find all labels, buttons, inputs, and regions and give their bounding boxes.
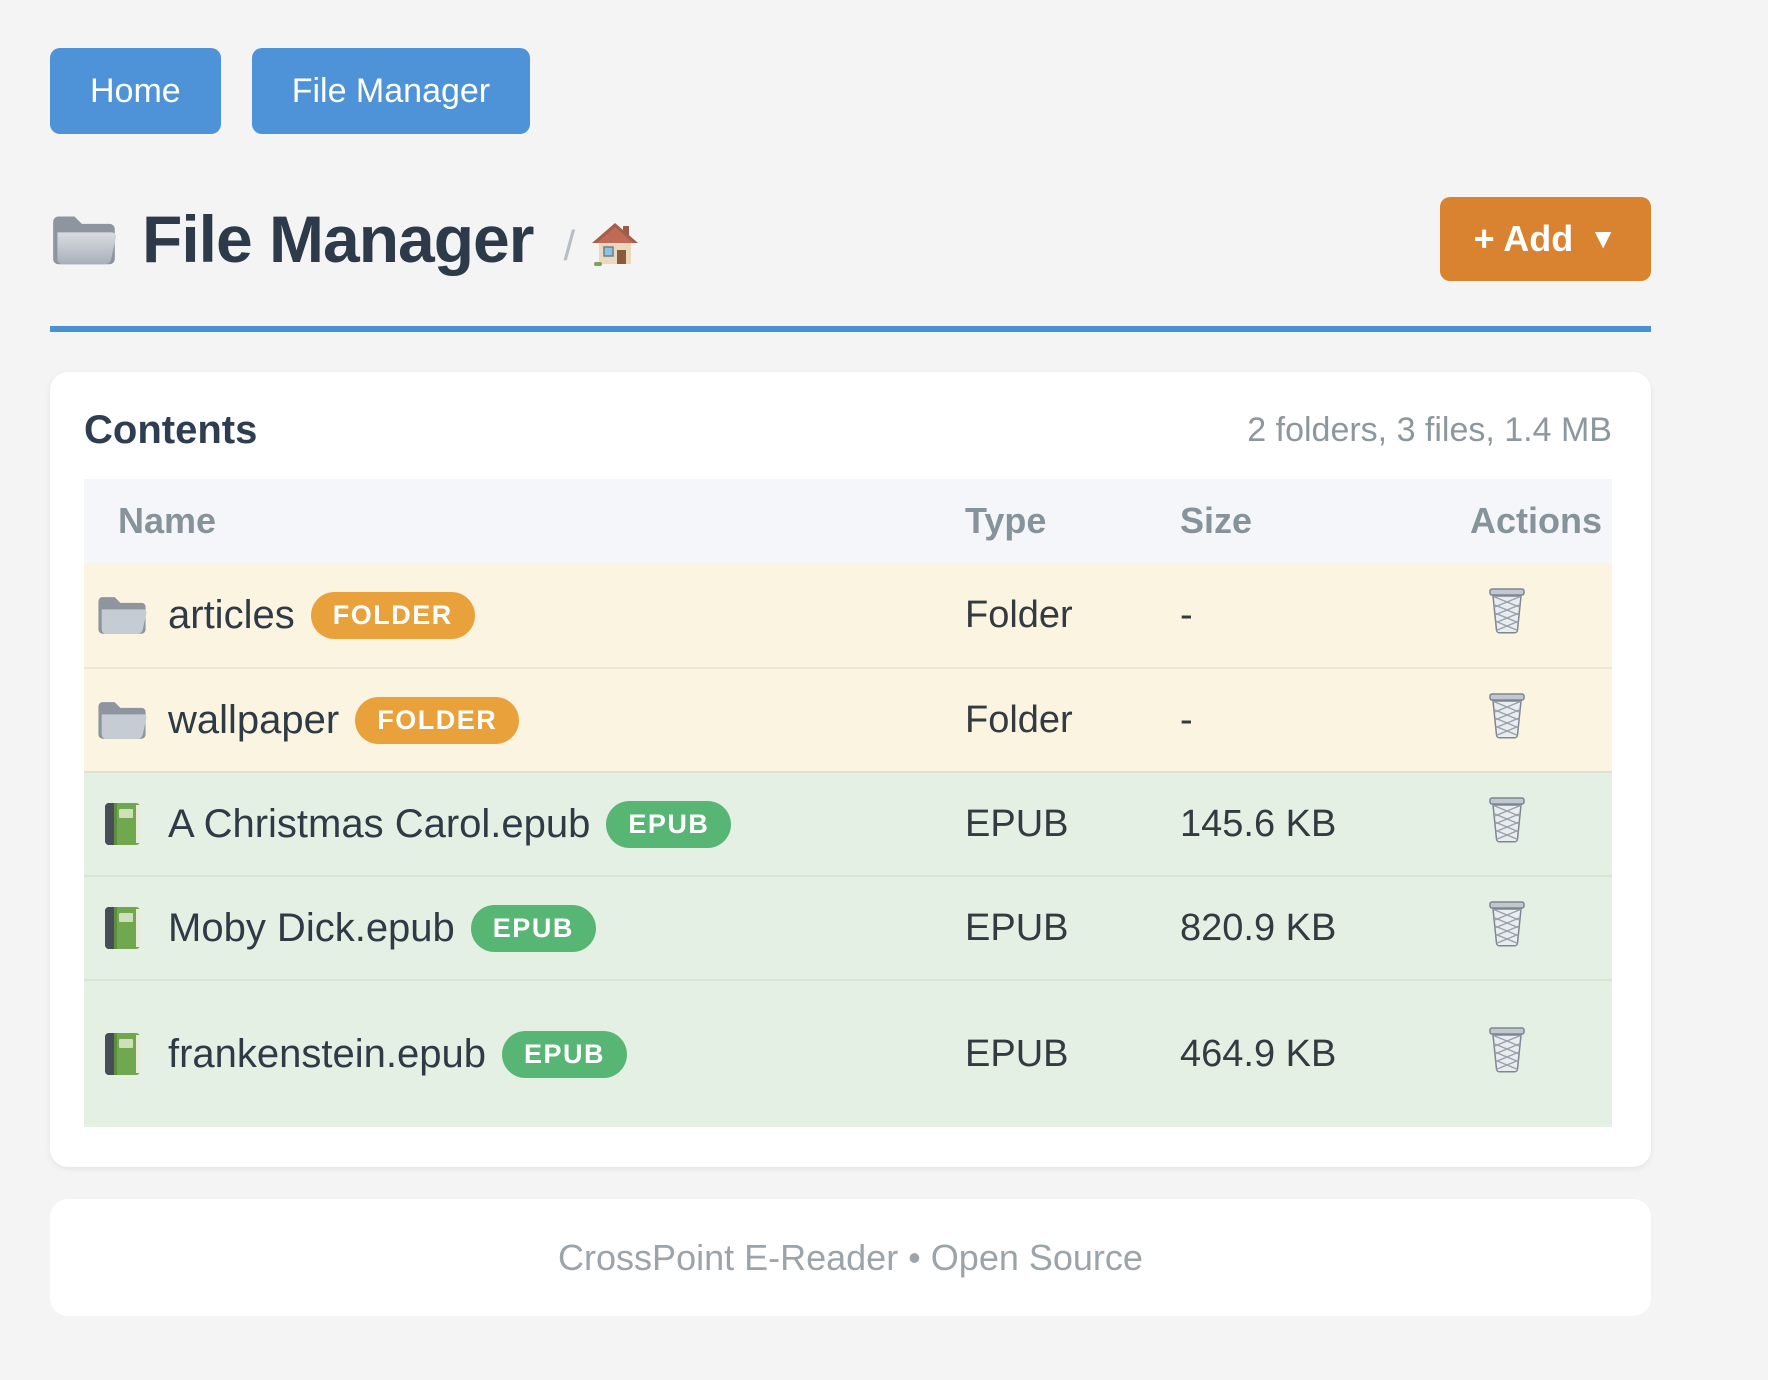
- trash-icon: [1484, 797, 1530, 847]
- breadcrumb-separator: /: [563, 222, 576, 269]
- table-row[interactable]: A Christmas Carol.epub EPUB EPUB 145.6 K…: [84, 771, 1612, 875]
- top-nav: Home File Manager: [50, 48, 1651, 134]
- trash-icon: [1484, 901, 1530, 951]
- file-type: Folder: [965, 593, 1073, 636]
- trash-icon: [1484, 1027, 1530, 1077]
- table-header-row: Name Type Size Actions: [84, 479, 1612, 563]
- epub-badge: EPUB: [502, 1030, 628, 1078]
- folder-icon: [50, 209, 118, 269]
- column-header-name: Name: [118, 500, 217, 541]
- book-icon: [96, 800, 148, 848]
- file-table-body: articles FOLDER Folder - wallpaper FOLDE…: [84, 563, 1612, 1127]
- table-row[interactable]: wallpaper FOLDER Folder -: [84, 667, 1612, 771]
- file-size: 464.9 KB: [1180, 1032, 1337, 1075]
- nav-button-home[interactable]: Home: [50, 48, 221, 134]
- file-name: A Christmas Carol.epub: [168, 801, 591, 846]
- file-size: -: [1180, 593, 1193, 636]
- file-name: Moby Dick.epub: [168, 905, 455, 950]
- file-table: Name Type Size Actions articles FOLDER F…: [84, 479, 1612, 1127]
- folder-icon: [96, 696, 148, 744]
- table-row[interactable]: frankenstein.epub EPUB EPUB 464.9 KB: [84, 979, 1612, 1127]
- card-heading: Contents: [84, 408, 258, 452]
- file-name: articles: [168, 592, 295, 637]
- contents-summary: 2 folders, 3 files, 1.4 MB: [1247, 411, 1612, 449]
- footer: CrossPoint E-Reader • Open Source: [50, 1199, 1651, 1316]
- add-button[interactable]: + Add ▼: [1439, 197, 1651, 281]
- delete-button[interactable]: [1484, 898, 1530, 948]
- page-header: File Manager / + Add ▼: [50, 194, 1651, 284]
- file-size: 145.6 KB: [1180, 802, 1337, 845]
- file-type: EPUB: [965, 906, 1069, 949]
- file-size: -: [1180, 698, 1193, 741]
- column-header-size: Size: [1180, 500, 1253, 541]
- page-title: File Manager: [142, 202, 534, 276]
- file-type: EPUB: [965, 1032, 1069, 1075]
- delete-button[interactable]: [1484, 585, 1530, 635]
- delete-button[interactable]: [1484, 1024, 1530, 1074]
- contents-card: Contents 2 folders, 3 files, 1.4 MB Name…: [50, 372, 1651, 1167]
- file-type: Folder: [965, 698, 1073, 741]
- caret-down-icon: ▼: [1589, 223, 1617, 254]
- header-divider: [50, 326, 1651, 332]
- trash-icon: [1484, 693, 1530, 743]
- file-name: frankenstein.epub: [168, 1031, 487, 1076]
- file-size: 820.9 KB: [1180, 906, 1337, 949]
- column-header-type: Type: [965, 500, 1047, 541]
- folder-badge: FOLDER: [310, 591, 475, 639]
- add-button-label: + Add: [1473, 218, 1574, 259]
- epub-badge: EPUB: [470, 904, 596, 952]
- table-row[interactable]: Moby Dick.epub EPUB EPUB 820.9 KB: [84, 875, 1612, 979]
- nav-button-file-manager[interactable]: File Manager: [251, 48, 531, 134]
- folder-badge: FOLDER: [355, 696, 520, 744]
- epub-badge: EPUB: [606, 800, 732, 848]
- delete-button[interactable]: [1484, 690, 1530, 740]
- trash-icon: [1484, 588, 1530, 638]
- column-header-actions: Actions: [1470, 500, 1603, 541]
- book-icon: [96, 904, 148, 952]
- table-row[interactable]: articles FOLDER Folder -: [84, 563, 1612, 667]
- page: Home File Manager File Manager /: [50, 48, 1651, 1316]
- footer-text: CrossPoint E-Reader • Open Source: [558, 1236, 1143, 1278]
- delete-button[interactable]: [1484, 794, 1530, 844]
- home-icon[interactable]: [591, 221, 639, 267]
- file-name: wallpaper: [168, 697, 340, 742]
- file-type: EPUB: [965, 802, 1069, 845]
- folder-icon: [96, 591, 148, 639]
- book-icon: [96, 1030, 148, 1078]
